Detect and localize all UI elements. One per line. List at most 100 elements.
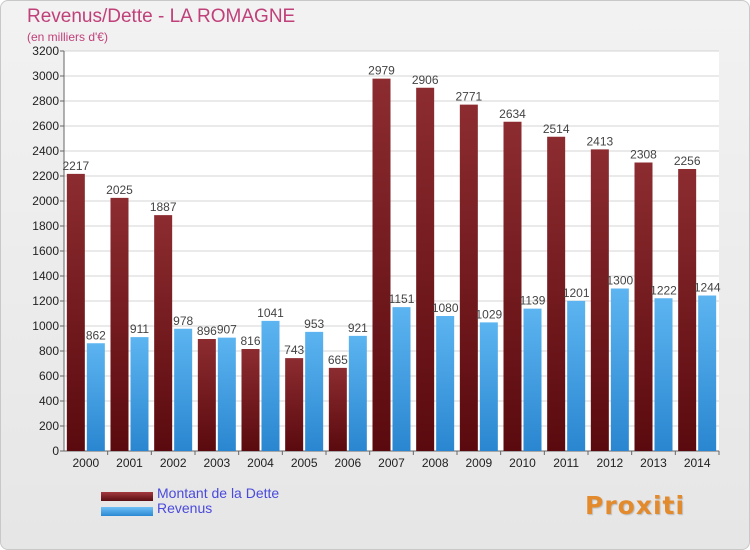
- data-label: 896: [197, 324, 217, 338]
- y-tick-label: 2400: [32, 144, 59, 158]
- y-tick-label: 3200: [32, 44, 59, 58]
- legend-label-dette: Montant de la Dette: [157, 485, 280, 501]
- data-label: 2979: [368, 64, 395, 78]
- x-tick-label: 2004: [247, 456, 274, 470]
- data-label: 1151: [389, 292, 415, 306]
- y-tick-label: 2200: [32, 169, 59, 183]
- x-tick-label: 2011: [553, 456, 579, 470]
- bar-revenus: [479, 322, 498, 451]
- bar-revenus: [567, 300, 586, 451]
- data-label: 862: [86, 328, 106, 342]
- data-label: 907: [217, 323, 237, 337]
- y-tick-label: 0: [52, 444, 59, 458]
- bar-revenus: [305, 331, 324, 451]
- data-label: 1041: [257, 306, 284, 320]
- data-label: 816: [240, 334, 260, 348]
- x-tick-label: 2012: [596, 456, 623, 470]
- data-label: 2308: [630, 148, 657, 162]
- bar-revenus: [261, 320, 280, 451]
- legend-label-revenus: Revenus: [157, 500, 213, 516]
- data-label: 2906: [412, 73, 439, 87]
- bar-dette: [154, 215, 173, 451]
- x-tick-label: 2009: [465, 456, 492, 470]
- y-tick-label: 2800: [32, 94, 59, 108]
- x-tick-label: 2013: [640, 456, 667, 470]
- y-tick-label: 1800: [32, 219, 59, 233]
- y-tick-label: 800: [39, 344, 59, 358]
- bar-revenus: [217, 337, 236, 451]
- y-tick-label: 1200: [32, 294, 59, 308]
- data-label: 978: [173, 314, 193, 328]
- y-tick-label: 3000: [32, 69, 59, 83]
- y-tick-label: 1000: [32, 319, 59, 333]
- x-tick-label: 2000: [72, 456, 99, 470]
- bar-dette: [372, 78, 391, 451]
- x-tick-label: 2005: [291, 456, 318, 470]
- bar-dette: [547, 136, 566, 451]
- bar-dette: [590, 149, 609, 451]
- bar-dette: [634, 162, 653, 451]
- chart-title: Revenus/Dette - LA ROMAGNE: [27, 6, 296, 27]
- data-label: 665: [328, 353, 348, 367]
- bar-dette: [285, 358, 304, 451]
- data-label: 1139: [520, 294, 546, 308]
- bar-revenus: [654, 298, 673, 451]
- proxiti-logo: Proxiti: [585, 491, 686, 520]
- data-label: 2217: [62, 159, 89, 173]
- data-label: 911: [130, 322, 149, 336]
- legend-swatch-revenus: [101, 507, 153, 516]
- x-tick-label: 2006: [334, 456, 361, 470]
- bar-dette: [110, 197, 129, 451]
- data-label: 1244: [694, 281, 721, 295]
- y-tick-label: 1600: [32, 244, 59, 258]
- y-tick-label: 200: [39, 419, 59, 433]
- bar-dette: [241, 349, 260, 451]
- x-tick-label: 2014: [684, 456, 711, 470]
- data-label: 743: [284, 343, 304, 357]
- x-tick-label: 2007: [378, 456, 405, 470]
- x-tick-label: 2001: [116, 456, 143, 470]
- bar-revenus: [698, 295, 717, 451]
- bar-dette: [503, 121, 522, 451]
- data-label: 953: [304, 317, 324, 331]
- data-label: 1222: [650, 283, 677, 297]
- data-label: 921: [348, 321, 368, 335]
- x-tick-label: 2002: [160, 456, 187, 470]
- x-tick-label: 2003: [203, 456, 230, 470]
- bar-dette: [416, 87, 435, 451]
- legend-swatch-dette: [101, 492, 153, 501]
- y-tick-label: 600: [39, 369, 59, 383]
- bar-revenus: [130, 337, 149, 451]
- bar-dette: [678, 169, 697, 451]
- x-tick-label: 2008: [422, 456, 449, 470]
- data-label: 1887: [150, 200, 177, 214]
- bar-revenus: [348, 335, 367, 451]
- data-label: 2256: [674, 154, 701, 168]
- y-tick-label: 400: [39, 394, 59, 408]
- y-tick-label: 1400: [32, 269, 59, 283]
- y-tick-label: 2600: [32, 119, 59, 133]
- bar-revenus: [174, 328, 193, 451]
- data-label: 1029: [475, 307, 502, 321]
- bar-revenus: [392, 307, 411, 451]
- bar-dette: [197, 339, 216, 451]
- data-label: 1080: [432, 301, 459, 315]
- y-tick-label: 2000: [32, 194, 59, 208]
- x-tick-label: 2010: [509, 456, 536, 470]
- data-label: 2771: [455, 90, 482, 104]
- data-label: 2634: [499, 107, 526, 121]
- bar-revenus: [436, 316, 455, 451]
- chart-subtitle: (en milliers d'€): [27, 30, 108, 44]
- bar-revenus: [610, 288, 629, 451]
- data-label: 2413: [586, 134, 613, 148]
- data-label: 2514: [543, 122, 570, 136]
- bar-dette: [328, 367, 347, 451]
- bar-revenus: [86, 343, 105, 451]
- bar-revenus: [523, 308, 542, 451]
- bar-dette: [66, 173, 85, 451]
- data-label: 2025: [106, 183, 133, 197]
- data-label: 1300: [606, 274, 633, 288]
- bar-dette: [459, 104, 478, 451]
